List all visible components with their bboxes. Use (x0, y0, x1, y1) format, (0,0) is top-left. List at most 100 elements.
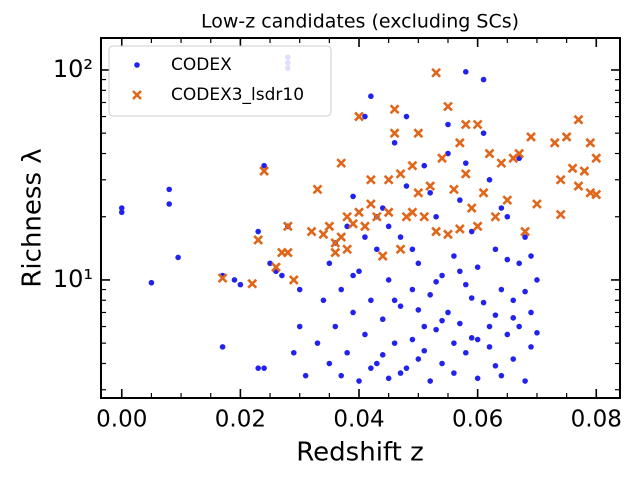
data-point (579, 166, 590, 176)
data-point (350, 309, 356, 316)
data-point (368, 297, 374, 304)
data-point (480, 299, 487, 306)
data-point (567, 163, 578, 174)
data-point (371, 211, 382, 222)
data-point (466, 203, 477, 213)
marker-stroke (247, 278, 258, 289)
series (217, 67, 602, 289)
data-point (259, 166, 270, 176)
data-point (255, 365, 261, 371)
marker-stroke (342, 244, 353, 255)
data-point (522, 378, 528, 384)
marker-stroke (389, 128, 400, 139)
data-point (437, 153, 447, 164)
data-point (395, 244, 406, 255)
data-point (451, 370, 457, 376)
data-point (498, 286, 505, 293)
plot-frame (100, 37, 621, 399)
x-tick-label: 0.08 (571, 407, 622, 433)
marker-stroke (555, 174, 566, 185)
data-point (549, 137, 560, 148)
data-point (449, 184, 459, 195)
data-point (320, 297, 327, 304)
data-point (362, 113, 368, 120)
data-point (451, 253, 457, 259)
data-point (534, 330, 540, 336)
data-point (510, 315, 517, 321)
data-point (368, 93, 374, 100)
data-point (312, 184, 323, 195)
data-point (462, 281, 469, 288)
data-point (522, 288, 528, 295)
data-point (498, 372, 505, 379)
data-point (267, 260, 273, 267)
data-point (522, 234, 528, 240)
data-point (377, 251, 388, 261)
data-point (433, 326, 439, 333)
marker-stroke (496, 158, 507, 169)
data-point (237, 281, 244, 288)
marker-stroke (419, 211, 430, 222)
marker-stroke (443, 229, 453, 240)
data-point (532, 199, 542, 209)
y-axis-label: Richness λ (18, 148, 48, 287)
marker-stroke (306, 226, 317, 237)
data-point (433, 278, 439, 285)
data-point (510, 356, 517, 362)
data-point (421, 323, 428, 330)
y-tick-label: 10² (53, 55, 93, 83)
marker-stroke (454, 137, 465, 148)
marker-stroke (472, 119, 483, 130)
marker-stroke (259, 166, 270, 176)
data-point (427, 378, 433, 384)
data-point (443, 229, 453, 240)
data-point (397, 370, 404, 376)
x-tick-label: 0.04 (333, 407, 384, 433)
data-point (520, 226, 531, 237)
marker-stroke (407, 160, 418, 171)
marker-stroke (330, 247, 341, 258)
data-point (385, 223, 392, 230)
data-point (391, 139, 398, 146)
data-point (516, 260, 522, 267)
data-point (460, 119, 471, 130)
data-point (385, 375, 392, 382)
data-point (468, 335, 475, 341)
marker-stroke (472, 221, 483, 232)
marker-stroke (395, 168, 406, 179)
marker-stroke (549, 137, 560, 148)
marker-stroke (271, 262, 281, 273)
marker-stroke (573, 114, 584, 125)
data-point (474, 264, 481, 271)
data-point (591, 189, 602, 200)
data-point (407, 207, 418, 218)
marker-stroke (389, 104, 400, 115)
data-point (439, 317, 445, 324)
data-point (425, 181, 436, 191)
data-point (591, 153, 602, 164)
data-point (555, 209, 566, 220)
data-point (306, 226, 317, 237)
data-point (282, 247, 293, 258)
series (118, 54, 540, 384)
data-point (391, 297, 398, 304)
data-point (413, 128, 424, 139)
data-point (288, 275, 299, 285)
data-point (409, 336, 416, 343)
data-point (326, 260, 333, 267)
data-point (374, 360, 380, 367)
marker-stroke (449, 184, 459, 195)
data-point (253, 235, 264, 245)
marker-stroke (395, 244, 406, 255)
marker-stroke (573, 181, 584, 191)
data-point (431, 226, 442, 237)
marker-stroke (431, 226, 442, 237)
marker-stroke (342, 211, 353, 222)
data-point (302, 372, 309, 379)
marker-stroke (567, 163, 578, 174)
marker-stroke (377, 251, 388, 261)
marker-stroke (502, 195, 513, 206)
chart-title: Low-z candidates (excluding SCs) (201, 11, 519, 33)
marker-stroke (466, 203, 477, 213)
